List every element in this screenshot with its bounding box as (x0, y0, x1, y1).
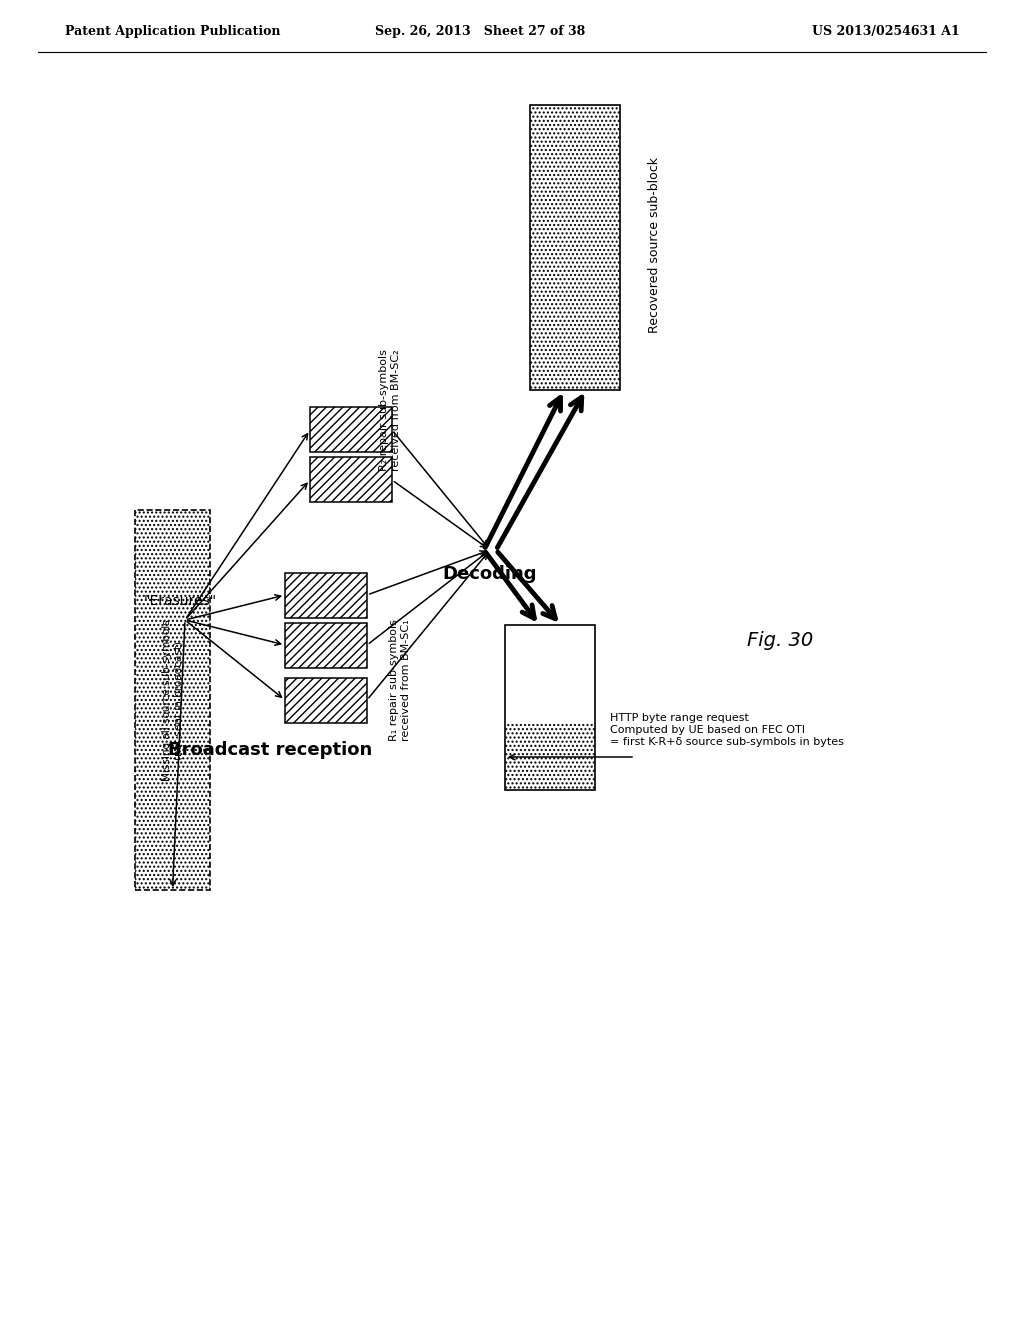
Text: Decoding: Decoding (442, 565, 538, 583)
Text: R₂ repair sub-symbols
received from BM-SC₂: R₂ repair sub-symbols received from BM-S… (379, 348, 400, 471)
Text: Missing all source sub-symbols
(not sent in broadcast): Missing all source sub-symbols (not sent… (162, 619, 183, 781)
Text: US 2013/0254631 A1: US 2013/0254631 A1 (812, 25, 961, 38)
Text: HTTP byte range request
Computed by UE based on FEC OTI
= first K-R+δ source sub: HTTP byte range request Computed by UE b… (610, 713, 844, 747)
Bar (530, 106, 620, 389)
Bar (310, 458, 392, 503)
Text: Patent Application Publication: Patent Application Publication (65, 25, 281, 38)
Bar (530, 106, 620, 389)
Text: Fig. 30: Fig. 30 (746, 631, 813, 649)
Bar (285, 623, 367, 668)
Text: Broadcast reception: Broadcast reception (168, 741, 372, 759)
Bar (505, 624, 595, 789)
Bar (135, 510, 210, 890)
Bar (310, 408, 392, 453)
Bar (505, 624, 595, 723)
Bar (505, 723, 595, 789)
Text: "Erasures": "Erasures" (143, 594, 216, 609)
Text: Sep. 26, 2013   Sheet 27 of 38: Sep. 26, 2013 Sheet 27 of 38 (375, 25, 585, 38)
Bar (135, 510, 210, 890)
Bar (285, 573, 367, 618)
Bar (285, 677, 367, 722)
Text: R₁ repair sub-symbols
received from BM-SC₁: R₁ repair sub-symbols received from BM-S… (389, 619, 411, 741)
Text: Recovered source sub-block: Recovered source sub-block (648, 157, 662, 333)
